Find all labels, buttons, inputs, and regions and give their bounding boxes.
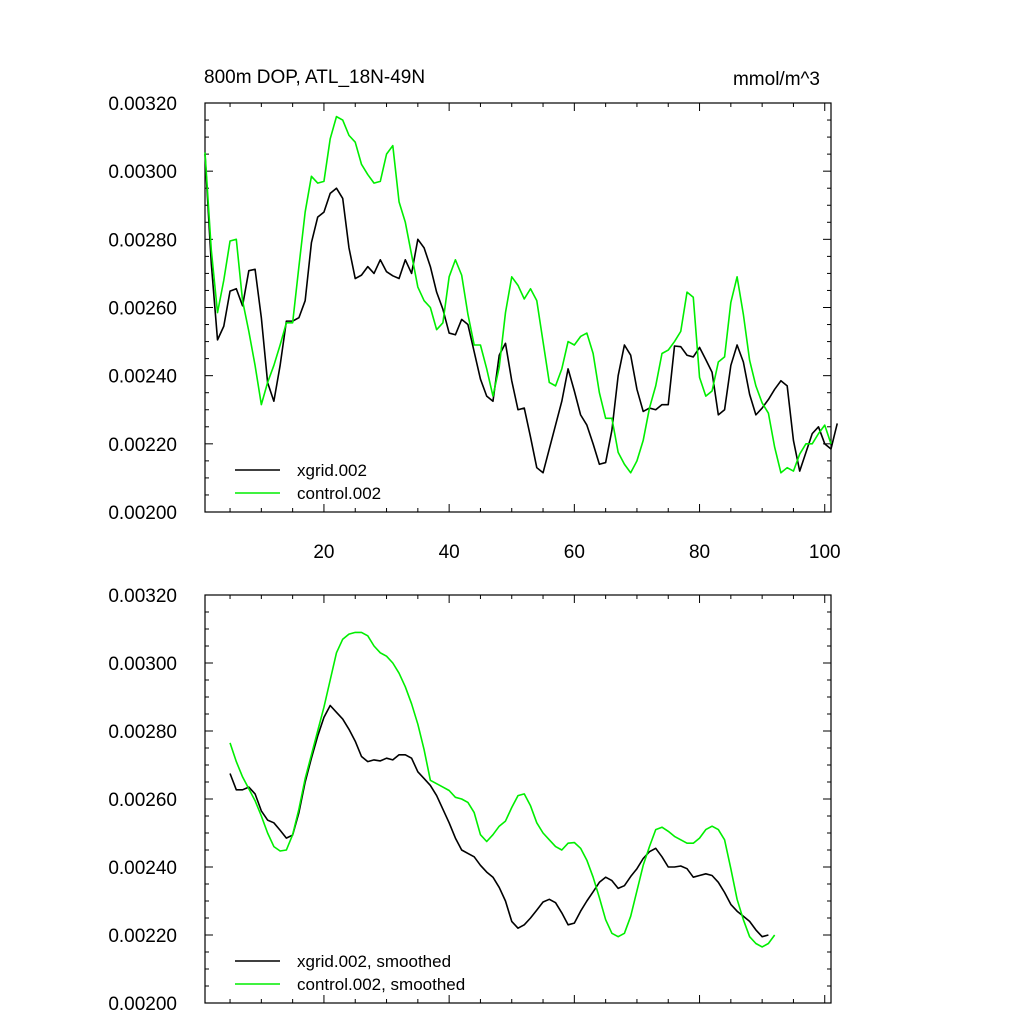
y-tick-label: 0.00240	[108, 367, 177, 388]
legend-label: control.002, smoothed	[297, 975, 465, 994]
y-tick-label: 0.00200	[108, 994, 177, 1015]
series-line-control	[229, 631, 776, 948]
series-line-xgrid	[229, 704, 769, 938]
y-tick-label: 0.00300	[108, 162, 177, 183]
units-label: mmol/m^3	[733, 69, 820, 90]
y-tick-label: 0.00280	[108, 722, 177, 743]
bottom-plot: 0.00320 0.00300 0.00280 0.00260 0.00240 0.002…	[108, 586, 832, 1015]
x-tick-label: 100	[809, 542, 841, 563]
y-tick-label: 0.00240	[108, 858, 177, 879]
y-tick-label: 0.00280	[108, 230, 177, 251]
y-tick-label: 0.00260	[108, 299, 177, 320]
y-tick-label: 0.00320	[108, 586, 177, 607]
top-plot: 800m DOP, ATL_18N-49N mmol/m^3 0.00320 0.…	[108, 67, 840, 563]
series-line-control	[204, 115, 832, 474]
y-tick-label: 0.00260	[108, 790, 177, 811]
y-tick-label: 0.00320	[108, 94, 177, 115]
series-line-xgrid	[204, 154, 839, 474]
legend-label: control.002	[297, 484, 381, 503]
legend-label: xgrid.002	[297, 461, 367, 480]
plot-frame	[204, 594, 832, 1004]
y-tick-label: 0.00200	[108, 503, 177, 524]
x-tick-label: 80	[689, 542, 710, 563]
plot-title: 800m DOP, ATL_18N-49N	[204, 67, 425, 88]
x-tick-label: 40	[439, 542, 460, 563]
y-tick-label: 0.00220	[108, 926, 177, 947]
plot-frame	[204, 102, 832, 513]
legend-label: xgrid.002, smoothed	[297, 952, 451, 971]
y-tick-label: 0.00300	[108, 654, 177, 675]
y-tick-label: 0.00220	[108, 435, 177, 456]
x-tick-label: 20	[313, 542, 334, 563]
x-tick-label: 60	[564, 542, 585, 563]
